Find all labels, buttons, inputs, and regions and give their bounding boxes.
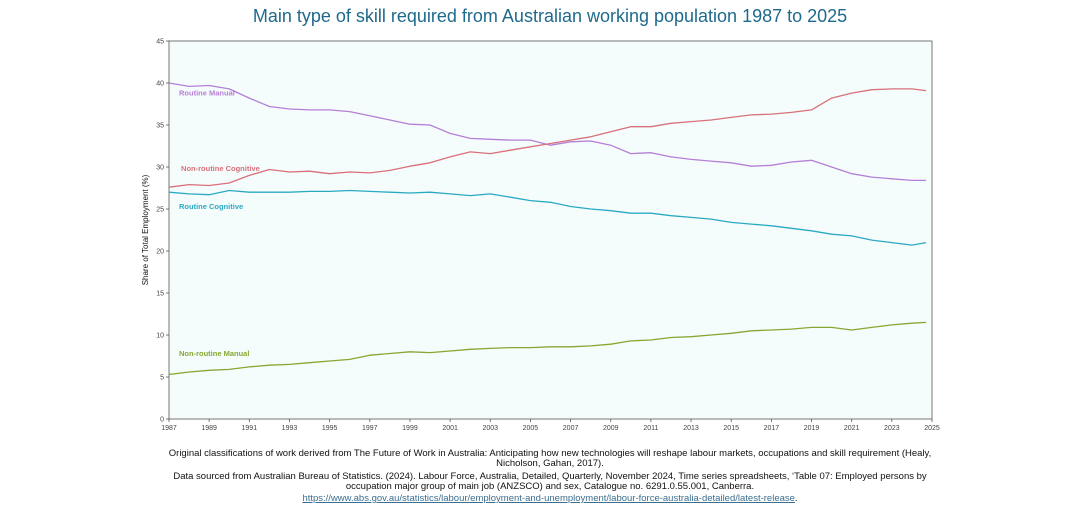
x-tick-label: 2025 xyxy=(924,425,940,432)
x-tick-label: 1993 xyxy=(282,425,298,432)
y-tick-label: 5 xyxy=(160,375,164,382)
plot-area xyxy=(168,40,933,420)
series-line-routine-manual xyxy=(168,82,926,182)
x-tick-label: 1995 xyxy=(322,425,338,432)
plot-frame xyxy=(168,40,933,420)
source-caption-1: Original classifications of work derived… xyxy=(168,448,932,469)
series-group xyxy=(168,82,927,376)
y-tick-label: 35 xyxy=(156,123,164,130)
x-tick-label: 2001 xyxy=(442,425,458,432)
y-axis: 0 5 10 15 20 25 30 35 40 45 xyxy=(156,39,169,424)
source-link[interactable]: https://www.abs.gov.au/statistics/labour… xyxy=(302,493,795,504)
x-tick-label: 2009 xyxy=(603,425,619,432)
x-tick-label: 1991 xyxy=(242,425,258,432)
y-tick-label: 40 xyxy=(156,81,164,88)
series-line-routine-cognitive xyxy=(168,189,927,246)
y-tick-label: 15 xyxy=(156,291,164,298)
x-tick-label: 2005 xyxy=(523,425,539,432)
y-tick-label: 25 xyxy=(156,207,164,214)
x-tick-label: 2007 xyxy=(563,425,579,432)
series-labels: Routine Manual Non-routine Cognitive Routi… xyxy=(179,89,260,358)
y-tick-label: 0 xyxy=(160,417,164,424)
source-caption-2: Data sourced from Australian Bureau of S… xyxy=(173,471,927,492)
y-tick-label: 20 xyxy=(156,249,164,256)
x-tick-label: 2019 xyxy=(804,425,820,432)
y-tick-label: 10 xyxy=(156,333,164,340)
x-tick-label: 1987 xyxy=(161,425,177,432)
series-label-non-routine-manual: Non-routine Manual xyxy=(179,349,249,358)
y-axis-label: Share of Total Employment (%) xyxy=(141,174,150,285)
series-line-non-routine-manual xyxy=(168,321,927,376)
x-tick-label: 2003 xyxy=(482,425,498,432)
x-tick-label: 2017 xyxy=(764,425,780,432)
x-tick-label: 2013 xyxy=(683,425,699,432)
x-tick-label: 2021 xyxy=(844,425,860,432)
x-tick-label: 2011 xyxy=(643,425,658,432)
y-tick-label: 45 xyxy=(156,39,164,46)
chart-title: Main type of skill required from Austral… xyxy=(252,6,848,26)
x-tick-label: 2015 xyxy=(723,425,739,432)
x-tick-label: 2023 xyxy=(884,425,900,432)
x-tick-label: 1997 xyxy=(362,425,378,432)
y-tick-label: 30 xyxy=(156,165,164,172)
source-link-line: https://www.abs.gov.au/statistics/labour… xyxy=(150,493,950,504)
series-line-non-routine-cognitive xyxy=(168,88,927,188)
x-tick-label: 1989 xyxy=(201,425,217,432)
series-label-routine-cognitive: Routine Cognitive xyxy=(179,202,243,211)
x-tick-label: 1999 xyxy=(402,425,418,432)
source-link-suffix: . xyxy=(794,493,798,504)
series-label-routine-manual: Routine Manual xyxy=(179,89,235,98)
x-axis: 1987 1989 1991 1993 1995 1997 1999 2001 2003 2005… xyxy=(161,419,940,432)
series-label-non-routine-cognitive: Non-routine Cognitive xyxy=(181,164,260,173)
